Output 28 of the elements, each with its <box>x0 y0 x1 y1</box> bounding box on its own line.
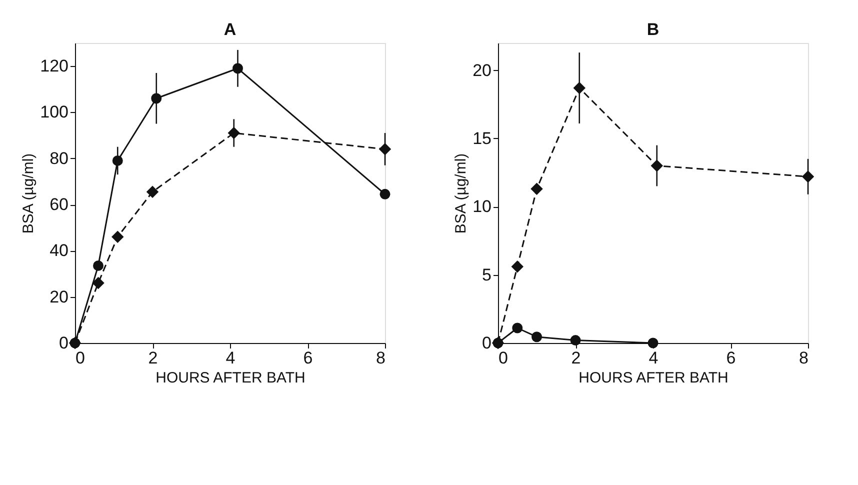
x-axis-title: HOURS AFTER BATH <box>156 370 306 386</box>
x-tick-label: 0 <box>498 348 508 368</box>
y-tick-label: 20 <box>472 60 492 80</box>
x-tick-label: 4 <box>648 348 658 368</box>
chart-title: A <box>224 20 236 39</box>
y-tick-label: 80 <box>50 148 68 168</box>
x-tick-label: 8 <box>376 348 386 368</box>
y-tick-label: 100 <box>40 102 68 122</box>
y-axis-title: BSA (µg/ml) <box>20 153 38 234</box>
y-tick-label: 0 <box>482 334 492 352</box>
x-tick-label: 6 <box>303 348 313 368</box>
x-tick-label: 2 <box>571 348 581 368</box>
y-tick-label: 40 <box>50 241 68 260</box>
x-axis-title: HOURS AFTER BATH <box>578 370 728 386</box>
x-tick-label: 0 <box>76 348 85 368</box>
y-axis-title: BSA (µg/ml) <box>452 153 470 234</box>
x-tick-label: 8 <box>799 348 808 368</box>
x-tick-label: 2 <box>148 348 158 368</box>
y-tick-label: 15 <box>472 128 492 148</box>
x-tick-label: 4 <box>226 348 236 368</box>
y-tick-label: 10 <box>472 197 492 216</box>
y-tick-label: 120 <box>40 56 68 76</box>
x-tick-label: 6 <box>726 348 736 368</box>
y-tick-label: 5 <box>482 265 492 284</box>
y-tick-label: 20 <box>50 287 68 306</box>
y-tick-label: 0 <box>59 334 68 352</box>
y-tick-label: 60 <box>50 195 68 214</box>
chart-title: B <box>646 20 660 39</box>
